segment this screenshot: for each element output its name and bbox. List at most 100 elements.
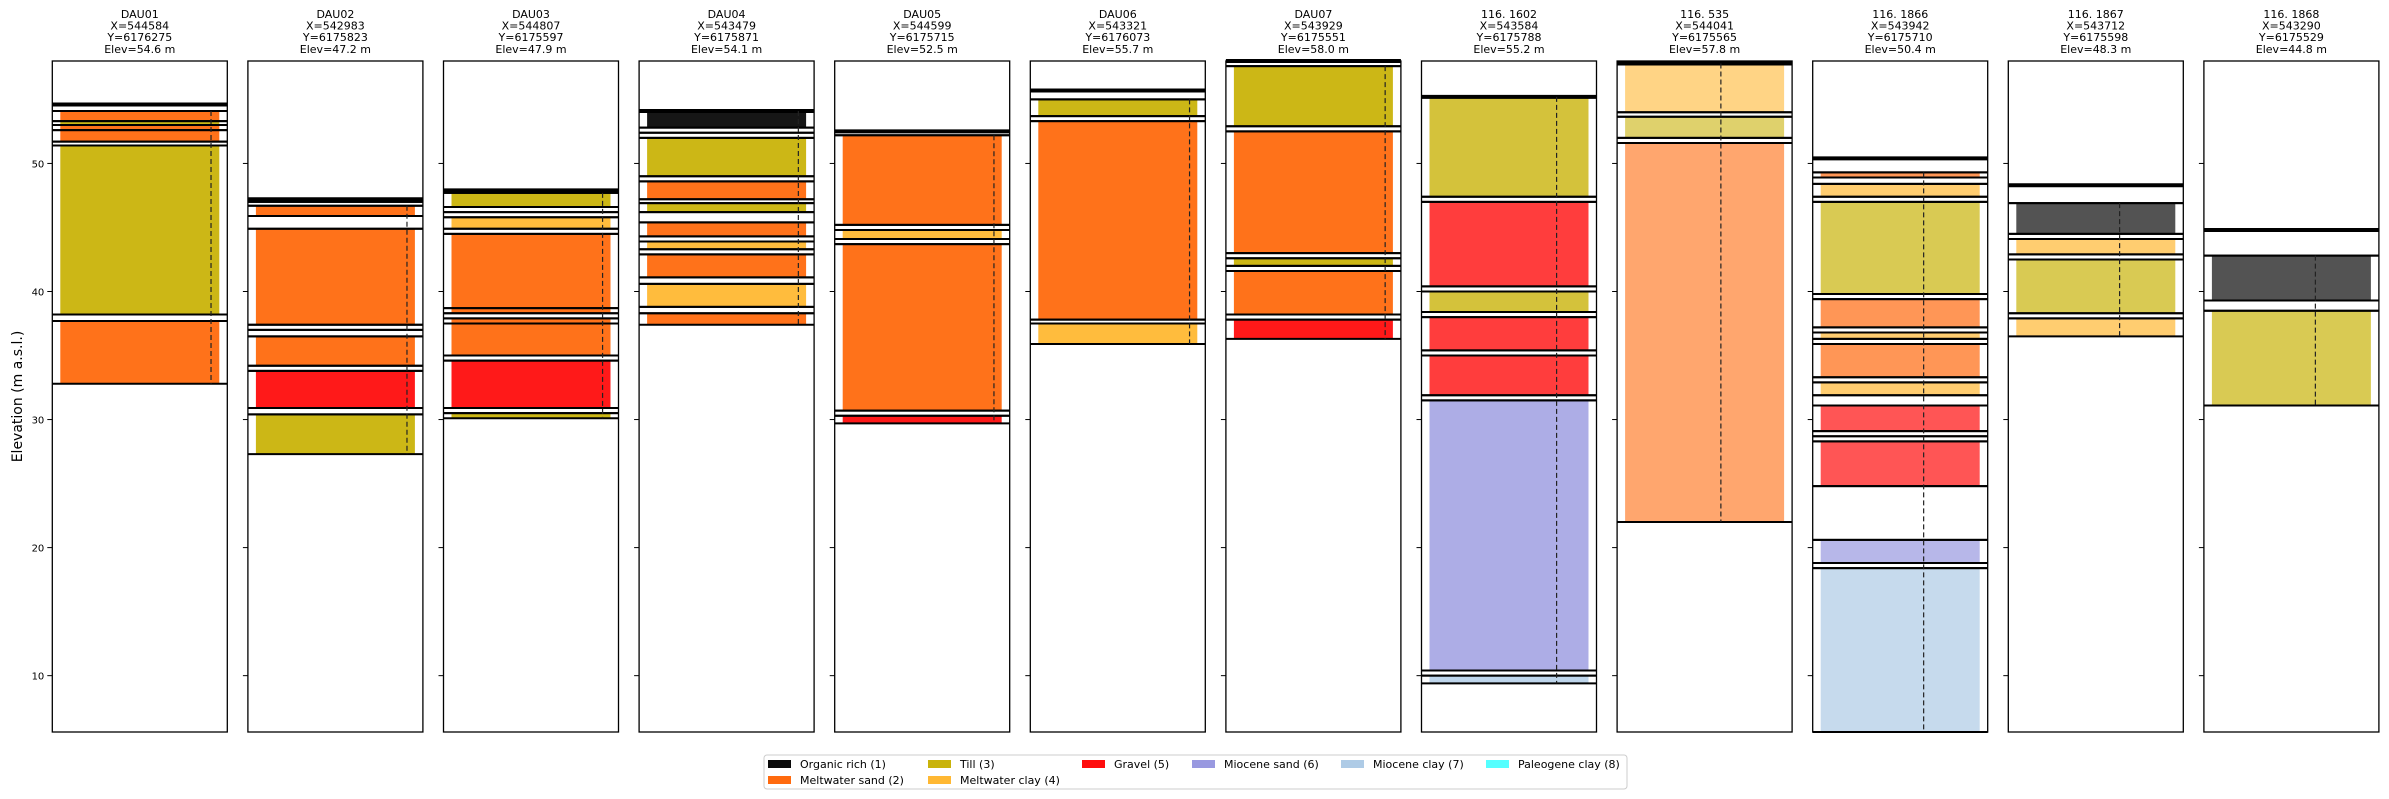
layer-fill xyxy=(60,121,220,126)
borehole-header-x-label: X=543321 xyxy=(1088,20,1147,33)
borehole-header-elev-label: Elev=54.6 m xyxy=(104,43,175,56)
borehole-header-elev-label: Elev=57.8 m xyxy=(1669,43,1740,56)
borehole-header-elev-label: Elev=55.7 m xyxy=(1082,43,1153,56)
layer-fill xyxy=(60,125,220,131)
borehole-header-name: DAU04 xyxy=(708,8,746,21)
layer-fill xyxy=(647,313,807,325)
borehole-header-elev-label: Elev=47.9 m xyxy=(495,43,566,56)
layer-fill xyxy=(1820,183,1980,197)
layer-fill xyxy=(451,318,611,324)
layer-fill xyxy=(255,414,415,455)
legend-swatch xyxy=(1082,760,1105,768)
y-axis-label: Elevation (m a.s.l.) xyxy=(10,331,26,463)
borehole-header-y-label: Y=6175529 xyxy=(2258,31,2324,44)
legend-swatch xyxy=(768,776,791,784)
layer-fill xyxy=(255,228,415,325)
layer-fill xyxy=(842,135,1002,225)
layer-fill xyxy=(842,415,1002,424)
y-tick-label: 30 xyxy=(32,416,45,427)
layer-fill xyxy=(647,241,807,250)
layer-fill xyxy=(255,205,415,216)
layer-fill xyxy=(1429,317,1589,351)
legend-label: Meltwater sand (2) xyxy=(800,774,904,787)
layer-fill xyxy=(1625,63,1785,113)
layer-fill xyxy=(1429,675,1589,684)
layer-fill xyxy=(647,137,807,177)
borehole-header-x-label: X=544807 xyxy=(502,20,561,33)
borehole-header-name: 116. 1867 xyxy=(2068,8,2124,21)
layer-fill xyxy=(1233,258,1393,266)
layer-fill xyxy=(60,320,220,384)
borehole-header-y-label: Y=6176275 xyxy=(106,31,172,44)
layer-fill xyxy=(647,181,807,200)
y-tick-label: 50 xyxy=(32,159,45,170)
borehole-header-elev-label: Elev=52.5 m xyxy=(887,43,958,56)
borehole-header-x-label: X=543942 xyxy=(1871,20,1930,33)
layer-fill xyxy=(255,336,415,366)
borehole-header-elev-label: Elev=47.2 m xyxy=(300,43,371,56)
layer-fill xyxy=(1429,355,1589,396)
borehole-header-y-label: Y=6175871 xyxy=(693,31,759,44)
layer-fill xyxy=(1820,539,1980,563)
layer-fill xyxy=(60,110,220,122)
layer-fill xyxy=(1820,172,1980,178)
layer-fill xyxy=(647,254,807,278)
borehole-header-x-label: X=543712 xyxy=(2066,20,2125,33)
borehole-header-y-label: Y=6175710 xyxy=(1867,31,1933,44)
layer-fill xyxy=(2016,203,2176,234)
layer-fill xyxy=(1625,142,1785,522)
legend-swatch xyxy=(768,760,791,768)
layer-fill xyxy=(1820,299,1980,328)
y-tick-label: 20 xyxy=(32,544,45,555)
borehole-header-y-label: Y=6175598 xyxy=(2062,31,2128,44)
layer-fill xyxy=(1820,332,1980,339)
legend-frame xyxy=(763,754,1628,790)
borehole-header-x-label: X=542983 xyxy=(306,20,365,33)
legend-label: Paleogene clay (8) xyxy=(1518,758,1620,771)
layer-fill xyxy=(647,203,807,213)
y-tick-label: 40 xyxy=(32,287,45,298)
layer-fill xyxy=(1820,568,1980,732)
borehole-header-name: 116. 1868 xyxy=(2263,8,2319,21)
layer-fill xyxy=(1429,400,1589,671)
layer-fill xyxy=(255,370,415,409)
borehole-header-y-label: Y=6175823 xyxy=(302,31,368,44)
borehole-header-y-label: Y=6175788 xyxy=(1476,31,1542,44)
legend-label: Till (3) xyxy=(959,758,995,771)
panel-frame xyxy=(2007,60,2184,733)
layer-fill xyxy=(451,192,611,207)
layer-fill xyxy=(1233,319,1393,339)
layer-fill xyxy=(60,130,220,142)
layer-fill xyxy=(1820,405,1980,432)
layer-fill xyxy=(842,230,1002,239)
borehole-header-x-label: X=543290 xyxy=(2262,20,2321,33)
borehole-header-x-label: X=543479 xyxy=(697,20,756,33)
layer-fill xyxy=(647,110,807,128)
legend-swatch xyxy=(1192,760,1215,768)
borehole-header-elev-label: Elev=48.3 m xyxy=(2060,43,2131,56)
layer-fill xyxy=(451,217,611,229)
legend-label: Organic rich (1) xyxy=(800,758,886,771)
layer-fill xyxy=(451,413,611,419)
layer-fill xyxy=(1820,441,1980,487)
legend-swatch xyxy=(1341,760,1364,768)
layer-fill xyxy=(842,244,1002,411)
borehole-header-name: DAU07 xyxy=(1294,8,1332,21)
borehole-header-x-label: X=543929 xyxy=(1284,20,1343,33)
legend-label: Miocene sand (6) xyxy=(1224,758,1319,771)
borehole-header-x-label: X=544041 xyxy=(1675,20,1734,33)
layer-fill xyxy=(2211,255,2371,301)
legend: Organic rich (1) Meltwater sand (2) Till (… xyxy=(763,754,1628,790)
borehole-header-elev-label: Elev=54.1 m xyxy=(691,43,762,56)
layer-fill xyxy=(1038,99,1198,117)
borehole-header-name: 116. 1866 xyxy=(1872,8,1928,21)
layer-fill xyxy=(1820,382,1980,396)
